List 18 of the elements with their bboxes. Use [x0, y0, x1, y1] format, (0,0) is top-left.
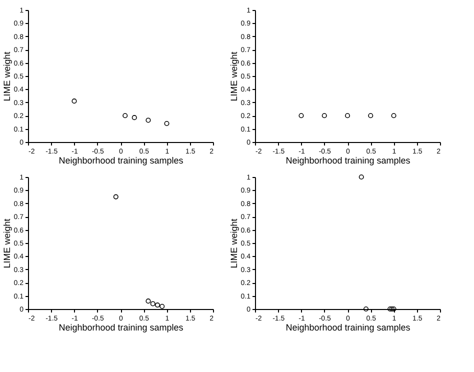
x-axis-title: Neighborhood training samples: [58, 156, 184, 166]
y-axis-title: LIME weight: [228, 218, 239, 268]
y-axis-title: LIME weight: [228, 51, 239, 102]
point: [150, 301, 156, 306]
x-axis-title: Neighborhood training samples: [58, 322, 184, 332]
point: [113, 194, 118, 200]
point: [146, 118, 151, 123]
point: [164, 121, 170, 126]
point: [154, 302, 160, 308]
point: [146, 298, 151, 304]
y-axis-title: LIME weight: [2, 218, 12, 268]
point: [122, 113, 128, 118]
x-axis-title: Neighborhood training samples: [286, 156, 411, 166]
point: [132, 115, 137, 120]
x-axis-title: Neighborhood training samples: [286, 322, 411, 332]
point: [72, 98, 77, 104]
point: [160, 304, 165, 309]
y-axis-title: LIME weight: [2, 51, 12, 102]
